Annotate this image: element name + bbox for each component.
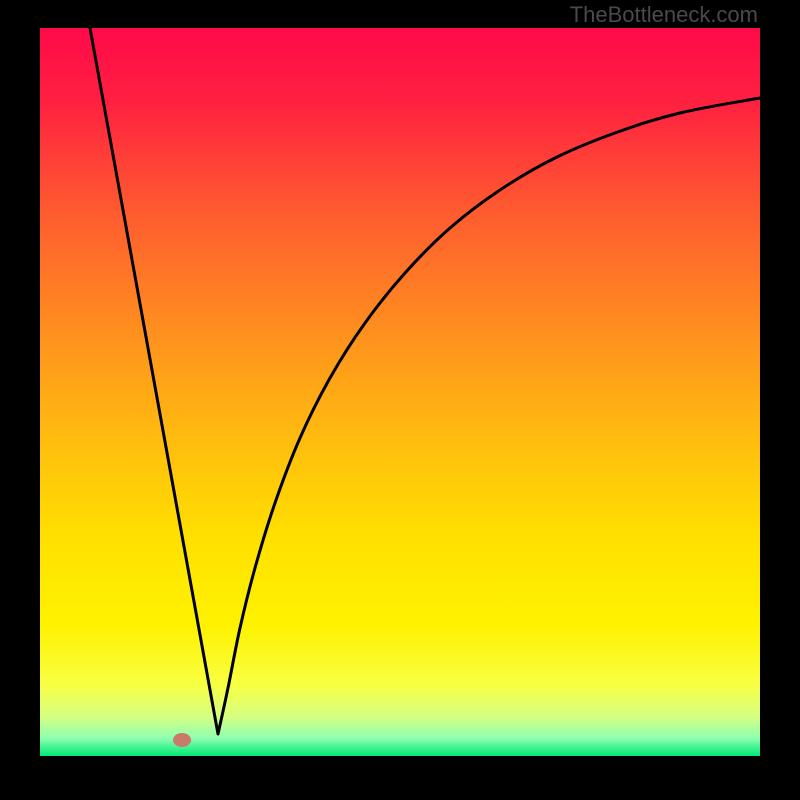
chart-container: TheBottleneck.com xyxy=(0,0,800,800)
optimum-marker xyxy=(173,733,191,747)
watermark-text: TheBottleneck.com xyxy=(570,2,758,28)
gradient-background xyxy=(40,28,760,756)
plot-area xyxy=(40,28,760,756)
